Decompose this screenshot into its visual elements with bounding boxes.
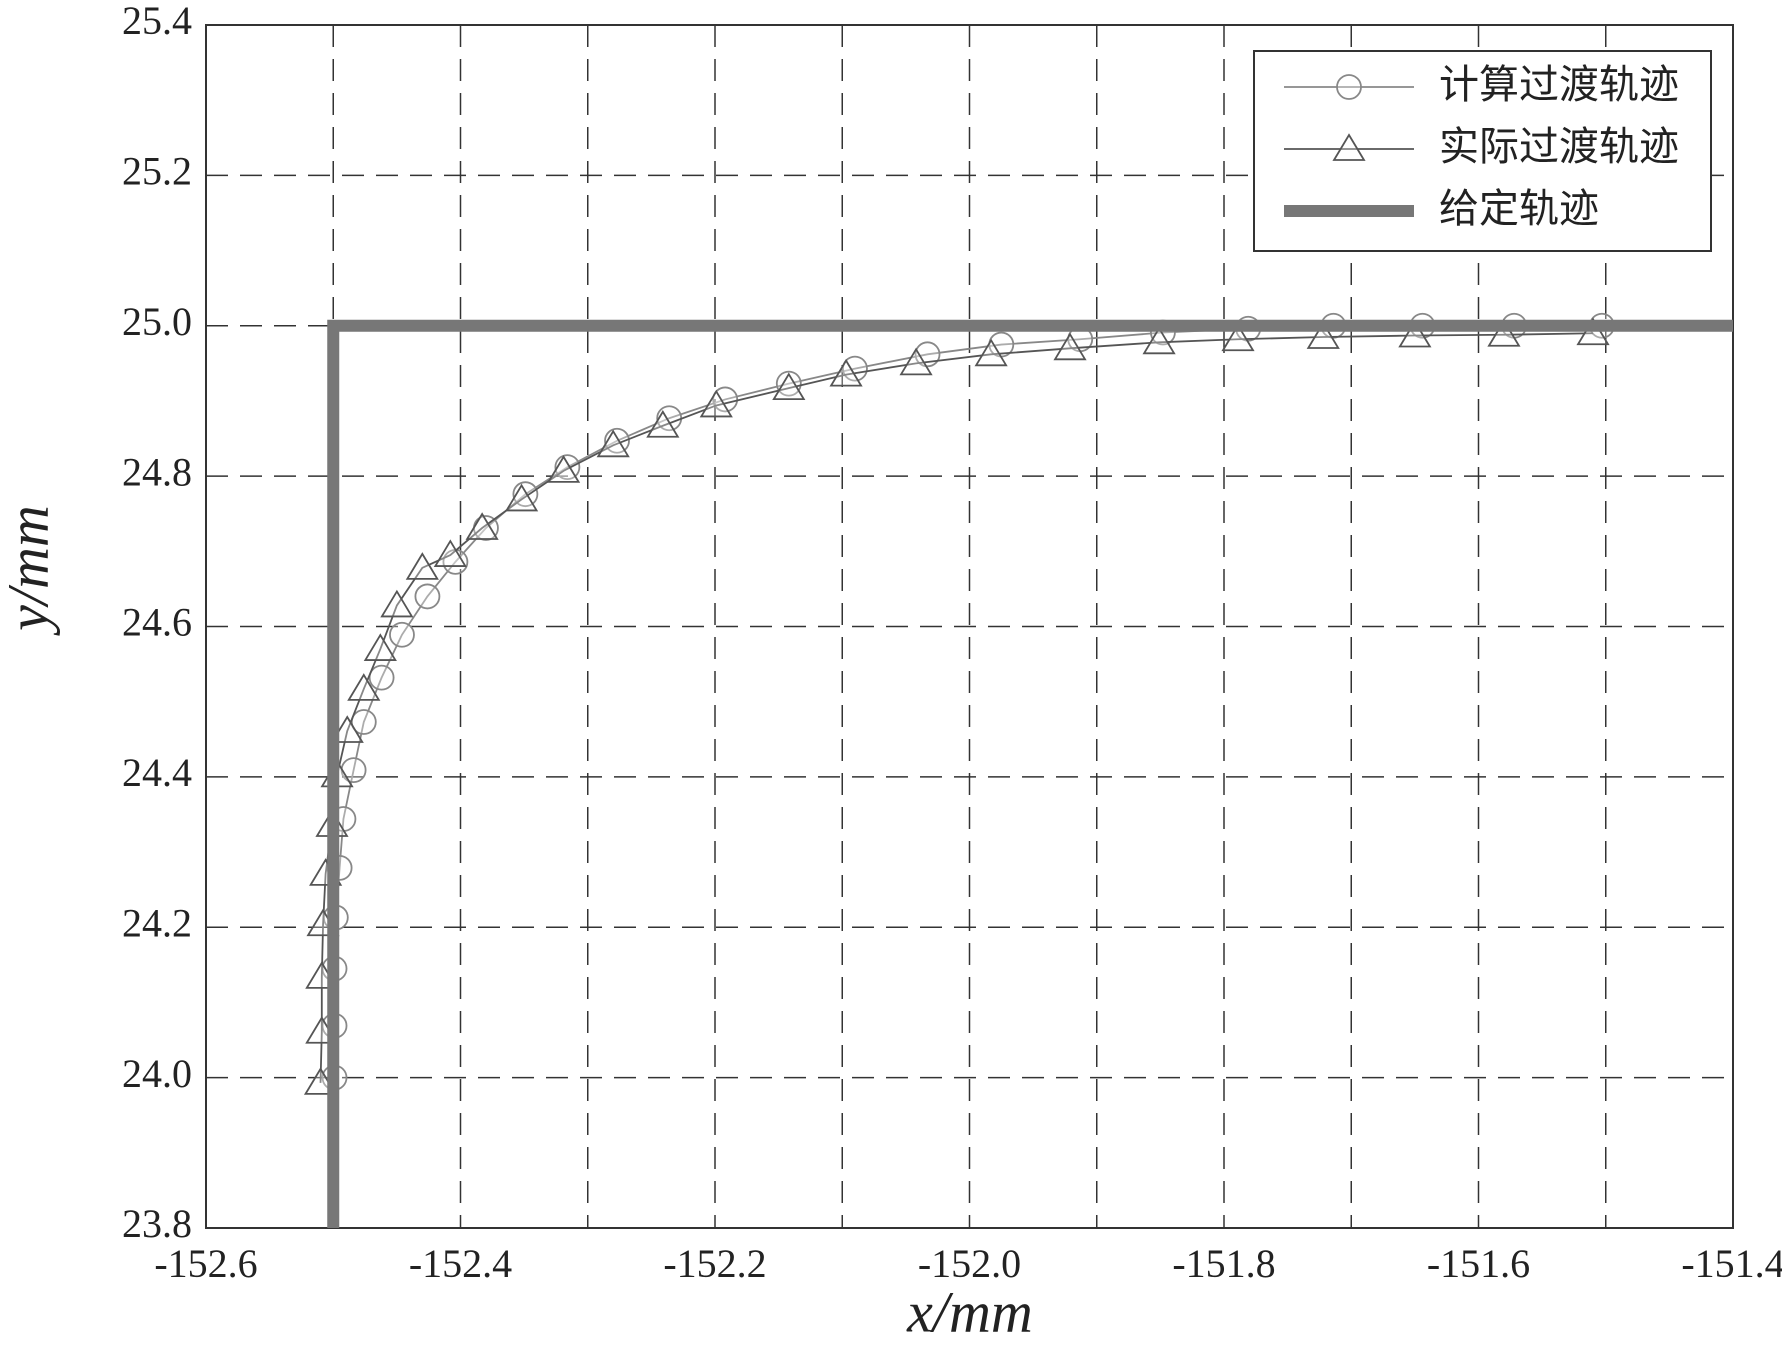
marker: [1487, 319, 1521, 347]
marker: [347, 673, 381, 701]
x-tick-label: -152.0: [918, 1241, 1021, 1286]
marker: [1398, 319, 1432, 348]
legend-label: 计算过渡轨迹: [1439, 62, 1679, 108]
marker: [414, 583, 441, 610]
marker: [899, 347, 933, 376]
marker: [363, 633, 397, 661]
y-tick-label: 24.8: [122, 449, 192, 494]
marker: [596, 429, 630, 458]
marker: [1221, 323, 1255, 352]
x-tick-label: -152.2: [663, 1241, 766, 1286]
x-tick-label: -152.6: [154, 1241, 257, 1286]
y-tick-label: 25.2: [122, 149, 192, 194]
marker: [1142, 326, 1176, 355]
marker: [1576, 317, 1610, 346]
marker: [914, 341, 941, 368]
y-axis-title: y/mm: [0, 505, 60, 636]
x-tick-label: -151.6: [1427, 1241, 1530, 1286]
y-tick-label: 25.4: [122, 0, 192, 43]
marker: [974, 338, 1008, 367]
x-tick-label: -151.8: [1172, 1241, 1275, 1286]
x-tick-label: -151.4: [1681, 1241, 1782, 1286]
marker: [646, 409, 680, 438]
legend-box: [1253, 50, 1712, 252]
x-axis-title: x/mm: [906, 1279, 1033, 1344]
legend-label: 给定轨迹: [1439, 186, 1599, 232]
plot-frame: [205, 24, 1734, 1229]
y-tick-label: 23.8: [122, 1201, 192, 1246]
x-tick-label: -152.4: [409, 1241, 512, 1286]
marker: [699, 389, 733, 418]
series-line: [333, 324, 1602, 1078]
marker: [433, 539, 467, 567]
series-line: [319, 332, 1594, 1083]
y-tick-label: 24.4: [122, 750, 192, 795]
marker: [465, 512, 499, 540]
y-tick-label: 24.2: [122, 900, 192, 945]
marker: [405, 552, 439, 580]
marker: [1053, 332, 1087, 361]
legend-label: 实际过渡轨迹: [1439, 124, 1679, 170]
marker: [380, 589, 414, 618]
marker: [1306, 321, 1340, 349]
marker: [772, 372, 806, 401]
marker: [1332, 133, 1366, 161]
series-line: [327, 319, 1733, 1228]
marker: [330, 715, 364, 743]
marker: [350, 709, 377, 735]
marker: [368, 664, 395, 691]
y-tick-label: 24.6: [122, 600, 192, 645]
marker: [546, 455, 581, 483]
marker: [829, 358, 863, 387]
marker: [504, 483, 539, 512]
y-tick-label: 25.0: [122, 299, 192, 344]
marker: [389, 621, 415, 648]
marker: [1336, 74, 1362, 100]
y-tick-label: 24.0: [122, 1051, 192, 1096]
